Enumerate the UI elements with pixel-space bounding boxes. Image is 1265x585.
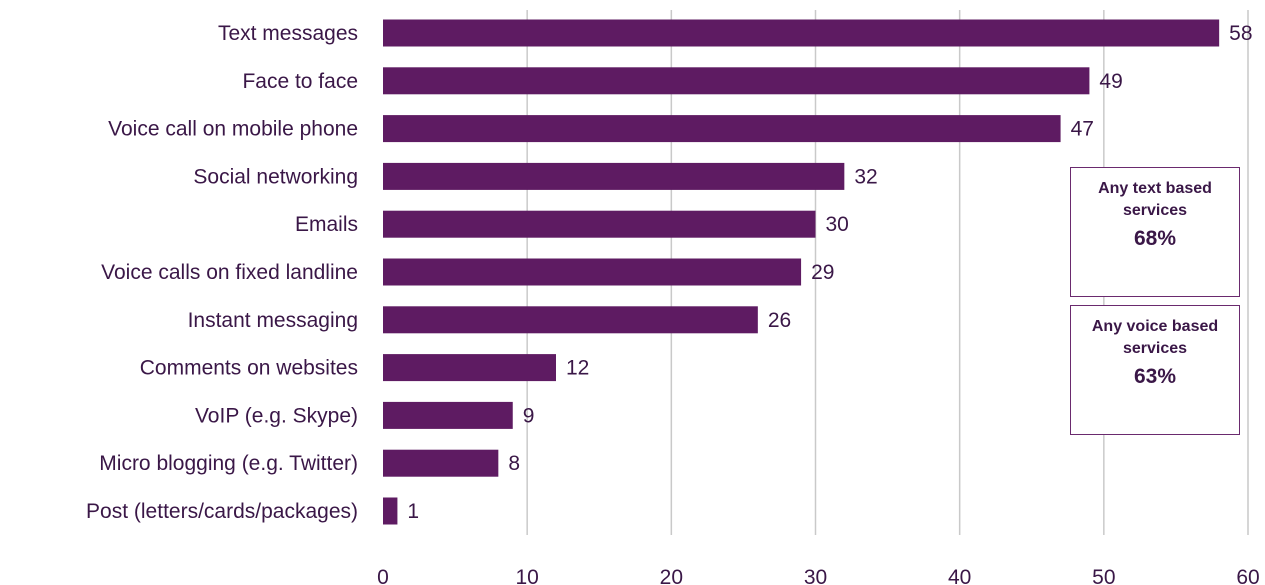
- category-label: Instant messaging: [188, 309, 358, 332]
- category-label: Voice calls on fixed landline: [101, 261, 358, 284]
- value-label: 12: [566, 357, 589, 380]
- x-tick-label: 50: [1092, 566, 1115, 585]
- x-tick-label: 10: [515, 566, 538, 585]
- value-label: 47: [1071, 118, 1094, 141]
- bar: [383, 401, 513, 429]
- value-label: 58: [1229, 22, 1252, 45]
- category-label: VoIP (e.g. Skype): [195, 404, 358, 427]
- value-label: 9: [523, 404, 535, 427]
- category-label: Comments on websites: [140, 357, 358, 380]
- category-label: Emails: [295, 213, 358, 236]
- bar: [383, 497, 398, 525]
- bar: [383, 19, 1220, 47]
- bar: [383, 210, 816, 238]
- value-label: 26: [768, 309, 791, 332]
- x-tick-label: 30: [804, 566, 827, 585]
- x-tick-label: 60: [1236, 566, 1259, 585]
- value-label: 8: [508, 452, 520, 475]
- bar: [383, 115, 1061, 143]
- category-label: Text messages: [218, 22, 358, 45]
- value-label: 1: [407, 500, 419, 523]
- category-label: Face to face: [242, 70, 358, 93]
- x-tick-label: 20: [660, 566, 683, 585]
- callout-voice-based-value: 63%: [1133, 365, 1177, 388]
- x-tick-label: 40: [948, 566, 971, 585]
- bar: [383, 258, 802, 286]
- category-label: Micro blogging (e.g. Twitter): [99, 452, 358, 475]
- category-label: Voice call on mobile phone: [108, 118, 358, 141]
- value-label: 49: [1099, 70, 1122, 93]
- callout-voice-based: Any voice based services 63%: [1070, 305, 1240, 435]
- bar: [383, 162, 845, 190]
- callout-text-based: Any text based services 68%: [1070, 167, 1240, 297]
- bar: [383, 354, 556, 382]
- callout-text-based-value: 68%: [1133, 227, 1177, 250]
- category-label: Social networking: [193, 165, 358, 188]
- category-label: Post (letters/cards/packages): [86, 500, 358, 523]
- value-label: 29: [811, 261, 834, 284]
- value-label: 32: [854, 165, 877, 188]
- bar: [383, 306, 758, 334]
- x-tick-label: 0: [377, 566, 389, 585]
- value-label: 30: [826, 213, 849, 236]
- callout-voice-based-label: Any voice based services: [1091, 318, 1219, 357]
- bar: [383, 449, 499, 477]
- bar: [383, 67, 1090, 95]
- callout-text-based-label: Any text based services: [1098, 180, 1212, 219]
